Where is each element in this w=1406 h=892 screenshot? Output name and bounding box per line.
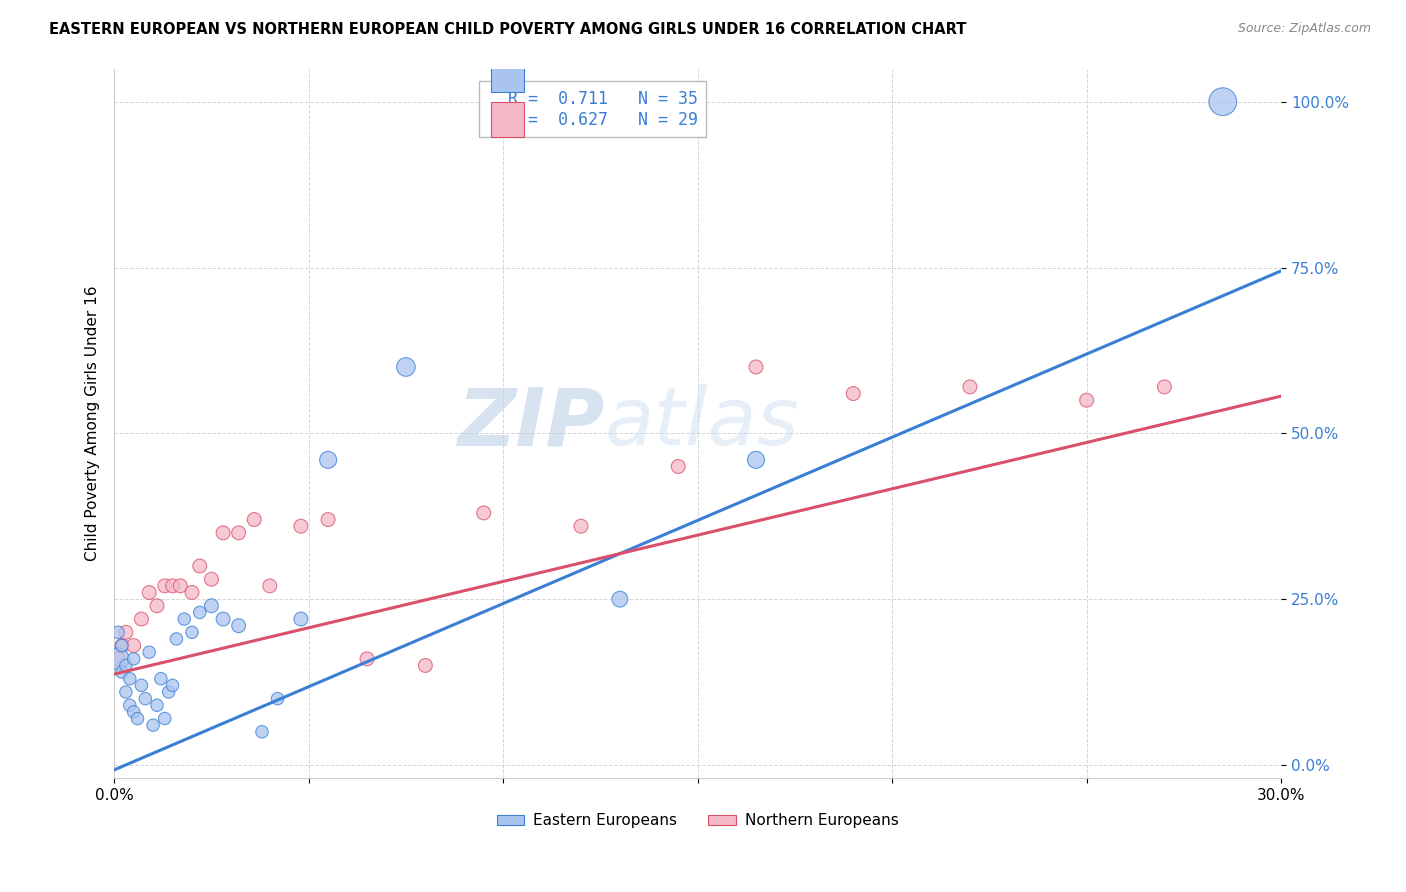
Point: [290, 519, 312, 533]
Point: [162, 678, 184, 692]
Point: [127, 712, 149, 726]
Point: [122, 639, 145, 653]
Point: [115, 658, 138, 673]
Point: [415, 658, 437, 673]
Point: [165, 632, 187, 646]
Point: [118, 698, 141, 713]
Point: [181, 585, 204, 599]
Point: [842, 386, 865, 401]
Point: [1212, 95, 1234, 109]
Point: [745, 359, 768, 374]
Point: [153, 712, 176, 726]
Point: [243, 512, 266, 526]
Point: [316, 512, 339, 526]
Text: R =  0.711   N = 35
  R =  0.627   N = 29: R = 0.711 N = 35 R = 0.627 N = 29: [488, 90, 697, 128]
Point: [259, 579, 281, 593]
Point: [107, 652, 129, 666]
Text: EASTERN EUROPEAN VS NORTHERN EUROPEAN CHILD POVERTY AMONG GIRLS UNDER 16 CORRELA: EASTERN EUROPEAN VS NORTHERN EUROPEAN CH…: [49, 22, 966, 37]
Point: [134, 691, 156, 706]
Point: [107, 652, 129, 666]
Point: [115, 625, 138, 640]
Point: [188, 606, 211, 620]
Point: [316, 453, 339, 467]
Point: [212, 525, 235, 540]
Text: Source: ZipAtlas.com: Source: ZipAtlas.com: [1237, 22, 1371, 36]
Text: ZIP: ZIP: [457, 384, 605, 462]
Point: [395, 359, 418, 374]
Point: [212, 612, 235, 626]
Point: [153, 579, 176, 593]
Point: [115, 685, 138, 699]
Point: [142, 718, 165, 732]
Point: [131, 678, 153, 692]
FancyBboxPatch shape: [491, 102, 524, 137]
Point: [162, 579, 184, 593]
Point: [356, 652, 378, 666]
Y-axis label: Child Poverty Among Girls Under 16: Child Poverty Among Girls Under 16: [86, 285, 100, 561]
Point: [118, 672, 141, 686]
Point: [149, 672, 172, 686]
Point: [1076, 393, 1098, 408]
Point: [228, 525, 250, 540]
Point: [138, 585, 160, 599]
Point: [200, 572, 222, 586]
Point: [250, 724, 273, 739]
Point: [181, 625, 204, 640]
Point: [157, 685, 180, 699]
Point: [173, 612, 195, 626]
Point: [122, 705, 145, 719]
Point: [111, 639, 134, 653]
Point: [666, 459, 689, 474]
Point: [138, 645, 160, 659]
Point: [959, 380, 981, 394]
Point: [266, 691, 288, 706]
Point: [122, 652, 145, 666]
Point: [107, 625, 129, 640]
Point: [745, 453, 768, 467]
FancyBboxPatch shape: [491, 56, 524, 92]
Point: [169, 579, 191, 593]
Point: [609, 592, 631, 607]
Text: atlas: atlas: [605, 384, 799, 462]
Point: [1153, 380, 1175, 394]
Point: [472, 506, 495, 520]
Point: [111, 639, 134, 653]
Point: [228, 618, 250, 632]
Point: [290, 612, 312, 626]
Point: [146, 599, 169, 613]
Point: [131, 612, 153, 626]
Point: [111, 665, 134, 679]
Point: [146, 698, 169, 713]
Point: [569, 519, 592, 533]
Legend: Eastern Europeans, Northern Europeans: Eastern Europeans, Northern Europeans: [491, 807, 904, 834]
Point: [188, 559, 211, 574]
Point: [200, 599, 222, 613]
